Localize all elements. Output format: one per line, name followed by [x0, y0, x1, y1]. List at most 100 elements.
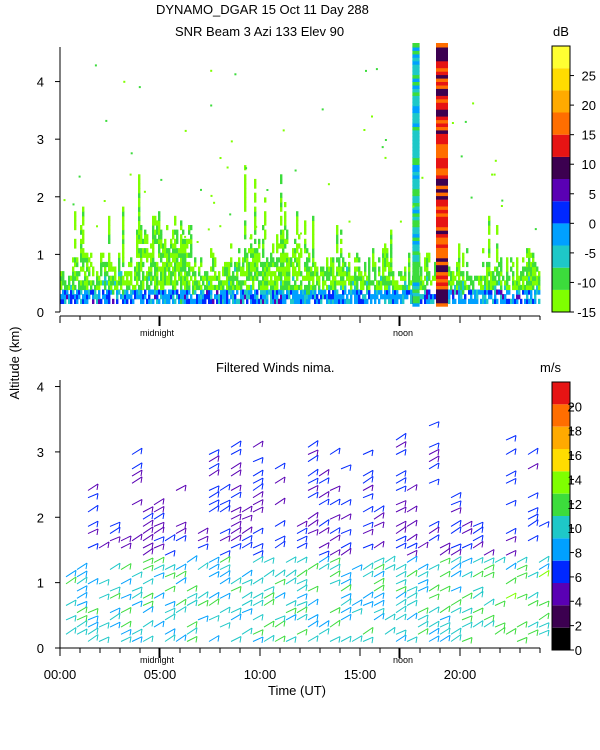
- wind-barb-flag: [437, 584, 440, 591]
- rain-column-cell: [436, 49, 448, 55]
- wind-barb-flag: [503, 600, 506, 607]
- heatmap-cell: [184, 266, 187, 272]
- heatmap-cell: [260, 271, 263, 277]
- heatmap-cell: [156, 271, 159, 277]
- heatmap-cell: [422, 294, 425, 300]
- wind-barb: [252, 499, 264, 506]
- wind-barb-flag: [316, 529, 319, 536]
- wind-barb-flag: [536, 535, 539, 542]
- heatmap-cell: [472, 280, 475, 286]
- wind-barb-shaft: [527, 513, 539, 520]
- wind-barb-shaft: [164, 564, 176, 571]
- heatmap-cell: [276, 280, 279, 286]
- heatmap-cell: [270, 284, 273, 291]
- wind-barb-flag: [250, 628, 253, 635]
- heatmap-speck: [184, 235, 187, 238]
- wind-barb: [142, 526, 154, 535]
- rain-column-cell: [436, 264, 448, 269]
- wind-barb-flag: [96, 608, 99, 615]
- heatmap-cell: [188, 252, 191, 258]
- wind-barb-flag: [481, 522, 484, 529]
- wind-barb-shaft: [527, 534, 539, 542]
- wind-barb: [329, 514, 341, 521]
- heatmap-cell: [186, 238, 189, 244]
- wind-barb-flag: [349, 464, 352, 471]
- heatmap-cell: [388, 280, 391, 286]
- heatmap-cell: [230, 294, 233, 300]
- wind-barb: [395, 448, 407, 456]
- wind-barb-flag: [294, 614, 297, 621]
- heatmap-speck: [421, 176, 424, 179]
- wind-barb-flag: [404, 535, 407, 543]
- heatmap-cell: [350, 275, 353, 281]
- wind-barb-flag: [228, 593, 231, 600]
- wind-barb: [417, 541, 429, 549]
- heatmap-cell: [144, 252, 147, 258]
- wind-barb-shaft: [340, 571, 352, 578]
- wind-barb-flag: [459, 526, 462, 533]
- wind-barb-shaft: [109, 586, 121, 592]
- heatmap-cell: [136, 248, 139, 254]
- wind-barb-shaft: [406, 549, 418, 556]
- wind-barb: [142, 605, 154, 614]
- heatmap-cell: [88, 280, 91, 286]
- heatmap-cell: [282, 248, 285, 254]
- wind-barb: [340, 635, 352, 643]
- wind-barb-shaft: [76, 620, 88, 628]
- heatmap-cell: [144, 248, 147, 254]
- heatmap-cell: [238, 257, 241, 263]
- heatmap-cell: [236, 280, 239, 286]
- rain-column-cell: [436, 202, 448, 207]
- wind-barb-shaft: [76, 562, 88, 571]
- heatmap-cell: [186, 271, 189, 277]
- heatmap-cell: [94, 289, 97, 295]
- rain-column-cell: [412, 46, 420, 51]
- wind-barb: [373, 592, 385, 599]
- heatmap-cell: [408, 284, 411, 291]
- wind-barb-flag: [349, 513, 352, 520]
- wind-barb-shaft: [472, 620, 484, 628]
- wind-barb-flag: [371, 470, 374, 477]
- heatmap-cell: [100, 252, 103, 258]
- heatmap-cell: [138, 234, 141, 240]
- heatmap-cell: [108, 225, 111, 231]
- wind-barb-shaft: [340, 498, 352, 506]
- wind-colorbar-swatch: [552, 382, 570, 405]
- wind-barb-shaft: [208, 505, 220, 513]
- heatmap-speck: [412, 205, 415, 208]
- heatmap-cell: [108, 289, 111, 295]
- heatmap-cell: [80, 252, 83, 258]
- wind-barb-shaft: [505, 435, 517, 441]
- heatmap-cell: [528, 298, 531, 304]
- wind-barb: [450, 548, 462, 556]
- heatmap-cell: [258, 252, 261, 258]
- wind-barb-shaft: [153, 526, 165, 535]
- wind-barb-flag: [74, 576, 77, 584]
- wind-barb-flag: [349, 572, 352, 579]
- wind-barb-shaft: [296, 606, 308, 614]
- heatmap-cell: [256, 289, 259, 295]
- heatmap-cell: [318, 280, 321, 286]
- wind-barb-flag: [129, 563, 132, 570]
- heatmap-cell: [334, 289, 337, 295]
- wind-barb-flag: [162, 522, 165, 529]
- heatmap-speck: [534, 228, 537, 231]
- heatmap-cell: [60, 284, 63, 291]
- wind-barb: [340, 498, 352, 506]
- wind-barb-flag: [228, 564, 231, 571]
- heatmap-cell: [264, 266, 267, 272]
- wind-barb: [252, 527, 264, 535]
- heatmap-cell: [264, 234, 267, 240]
- wind-x-tick-label: 15:00: [344, 667, 377, 682]
- heatmap-cell: [238, 284, 241, 291]
- heatmap-cell: [168, 271, 171, 277]
- wind-barb-shaft: [318, 498, 330, 506]
- heatmap-cell: [496, 257, 499, 263]
- heatmap-cell: [360, 280, 363, 286]
- heatmap-cell: [364, 261, 367, 268]
- heatmap-cell: [360, 298, 363, 304]
- wind-barb-flag: [503, 557, 506, 564]
- heatmap-cell: [340, 266, 343, 272]
- heatmap-cell: [312, 275, 315, 281]
